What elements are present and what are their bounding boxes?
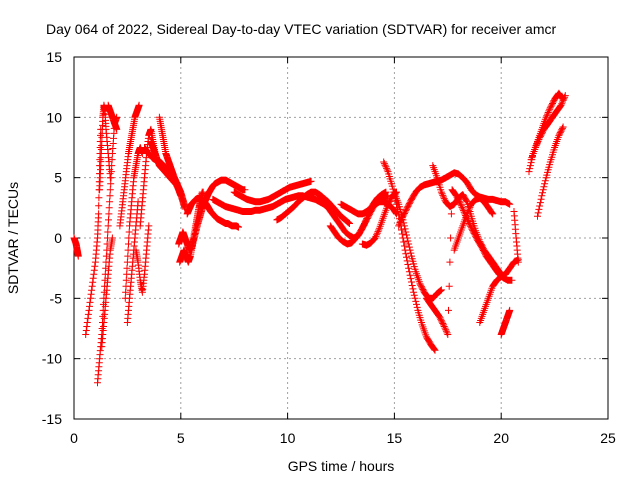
- series-s34: [510, 208, 522, 266]
- chart-title: Day 064 of 2022, Sidereal Day-to-day VTE…: [46, 21, 556, 37]
- series-markers-s34: [510, 208, 522, 266]
- series-markers-s28: [395, 169, 514, 230]
- series-s21: [273, 188, 353, 227]
- series-s18: [183, 194, 242, 231]
- series-markers-s08: [121, 144, 146, 302]
- x-tick-label: 20: [493, 430, 509, 446]
- series-s04: [96, 101, 114, 194]
- series-s27: [390, 188, 445, 302]
- series-markers-s32: [476, 256, 522, 326]
- y-tick-label: -10: [42, 351, 62, 367]
- series-s06: [104, 101, 121, 133]
- data-points: [70, 89, 569, 387]
- series-s33: [497, 306, 514, 338]
- y-tick-label: 10: [46, 109, 62, 125]
- series-s08: [121, 144, 146, 302]
- y-axis-label: SDTVAR / TECUs: [5, 182, 21, 294]
- series-markers-s10: [132, 222, 153, 296]
- series-markers-s20: [230, 177, 315, 206]
- series-s32: [476, 256, 522, 326]
- x-tick-label: 0: [70, 430, 78, 446]
- x-tick-labels: 0 5 10 15 20 25: [70, 430, 616, 446]
- series-s17: [188, 176, 249, 254]
- axis-ticks: [73, 56, 609, 420]
- series-s37: [534, 123, 567, 220]
- x-tick-label: 5: [177, 430, 185, 446]
- series-s36: [527, 92, 569, 164]
- series-markers-s01: [70, 234, 82, 260]
- series-s05: [98, 234, 116, 351]
- series-markers-s17: [188, 176, 249, 254]
- series-markers-s21: [273, 188, 353, 227]
- series-s01: [70, 234, 82, 260]
- x-tick-label: 10: [280, 430, 296, 446]
- series-s14: [155, 113, 185, 200]
- series-s28: [395, 169, 514, 230]
- y-tick-label: 0: [54, 230, 62, 246]
- series-markers-s33: [497, 306, 514, 338]
- series-s20: [230, 177, 315, 206]
- series-markers-s07: [116, 101, 143, 230]
- series-s10: [132, 222, 153, 296]
- y-tick-label: -15: [42, 411, 62, 427]
- x-tick-label: 25: [600, 430, 616, 446]
- series-markers-s30: [429, 162, 505, 278]
- series-markers-s36: [527, 92, 569, 164]
- series-markers-s05: [98, 234, 116, 351]
- series-s31: [450, 194, 497, 254]
- y-tick-label: -5: [50, 290, 63, 306]
- y-tick-labels: -15 -10 -5 0 5 10 15: [42, 49, 62, 427]
- series-markers-s06: [104, 101, 121, 133]
- x-axis-label: GPS time / hours: [288, 458, 395, 474]
- series-markers-s14: [155, 113, 185, 200]
- series-markers-s04: [96, 101, 114, 194]
- series-s07: [116, 101, 143, 230]
- series-markers-s27: [390, 188, 445, 302]
- series-markers-s37: [534, 123, 567, 220]
- x-tick-label: 15: [387, 430, 403, 446]
- series-s30: [429, 162, 505, 278]
- y-tick-label: 5: [54, 170, 62, 186]
- series-markers-s18: [183, 194, 242, 231]
- series-markers-s31: [450, 194, 497, 254]
- y-tick-label: 15: [46, 49, 62, 65]
